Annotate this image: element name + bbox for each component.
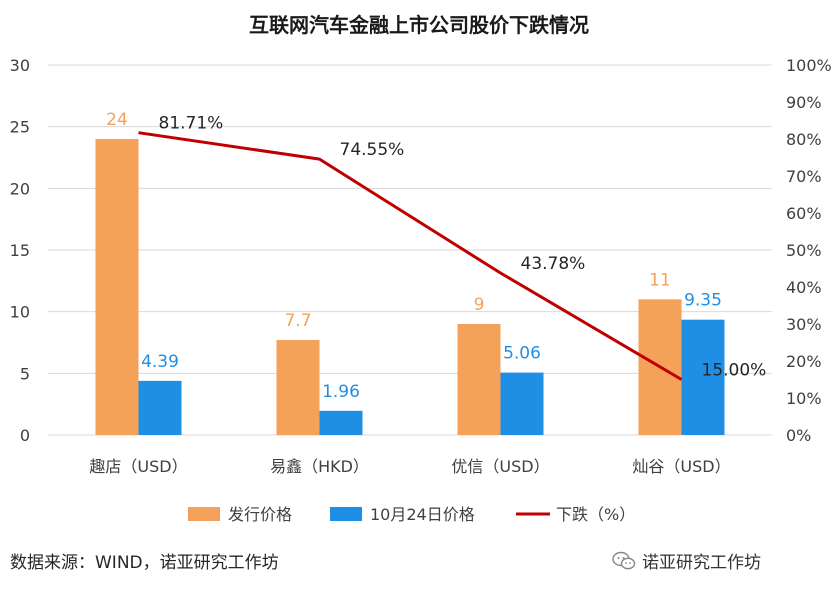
chart-title: 互联网汽车金融上市公司股价下跌情况 xyxy=(249,13,589,37)
right-tick-label: 10% xyxy=(786,389,822,408)
decline-line xyxy=(138,131,683,381)
left-tick-label: 5 xyxy=(20,364,30,383)
right-tick-label: 50% xyxy=(786,241,822,260)
issue-price-bar xyxy=(276,340,320,435)
issue-price-label: 9 xyxy=(474,295,485,315)
brand-name: 诺亚研究工作坊 xyxy=(642,553,761,573)
oct24-price-label: 9.35 xyxy=(684,291,722,311)
left-tick-label: 15 xyxy=(10,241,30,260)
oct24-price-bar xyxy=(681,319,725,435)
decline-label: 74.55% xyxy=(340,140,405,160)
wechat-icon xyxy=(612,551,636,569)
right-tick-label: 70% xyxy=(786,167,822,186)
issue-price-label: 11 xyxy=(649,270,671,290)
decline-label: 81.71% xyxy=(159,114,224,134)
legend-issue-price-swatch xyxy=(188,507,220,521)
left-tick-label: 0 xyxy=(20,426,30,445)
right-tick-label: 20% xyxy=(786,352,822,371)
issue-price-label: 7.7 xyxy=(284,311,311,331)
category-label: 优信（USD） xyxy=(451,457,549,476)
data-labels: 24 7.7 9 11 4.39 1.96 5.06 9.35 81.71% 74.55% 43.7… xyxy=(106,110,766,402)
right-tick-label: 80% xyxy=(786,130,822,149)
grid-lines xyxy=(48,64,772,436)
right-tick-label: 40% xyxy=(786,278,822,297)
legend-issue-price-label: 发行价格 xyxy=(228,505,292,524)
category-labels: 趣店（USD） 易鑫（HKD） 优信（USD） 灿谷（USD） xyxy=(89,457,730,476)
legend-oct24-price-swatch xyxy=(330,507,362,521)
left-tick-label: 20 xyxy=(10,179,30,198)
brand: 诺亚研究工作坊 xyxy=(612,548,761,573)
left-axis-ticks: 0 5 10 15 20 25 30 xyxy=(10,56,30,445)
right-tick-label: 30% xyxy=(786,315,822,334)
issue-price-bar xyxy=(95,139,139,435)
oct24-price-bar xyxy=(319,410,363,435)
right-tick-label: 60% xyxy=(786,204,822,223)
legend-decline-label: 下跌（%） xyxy=(556,505,635,524)
decline-label: 43.78% xyxy=(521,254,586,274)
bars xyxy=(95,139,725,435)
legend: 发行价格 10月24日价格 下跌（%） xyxy=(188,505,635,524)
left-tick-label: 30 xyxy=(10,56,30,75)
oct24-price-label: 5.06 xyxy=(503,344,541,364)
right-tick-label: 90% xyxy=(786,93,822,112)
left-tick-label: 25 xyxy=(10,118,30,137)
category-label: 灿谷（USD） xyxy=(632,457,730,476)
decline-label: 15.00% xyxy=(702,361,767,381)
legend-oct24-price-label: 10月24日价格 xyxy=(370,505,475,524)
chart-area: 互联网汽车金融上市公司股价下跌情况 0 5 10 15 20 25 30 0% 10% 20% 3… xyxy=(10,13,832,524)
left-tick-label: 10 xyxy=(10,303,30,322)
category-label: 趣店（USD） xyxy=(89,457,187,476)
issue-price-bar xyxy=(457,324,501,435)
right-axis-ticks: 0% 10% 20% 30% 40% 50% 60% 70% 80% 90% 100% xyxy=(786,56,832,445)
right-tick-label: 0% xyxy=(786,426,811,445)
category-label: 易鑫（HKD） xyxy=(270,457,369,476)
issue-price-label: 24 xyxy=(106,110,128,130)
right-tick-label: 100% xyxy=(786,56,832,75)
decline-line-layer xyxy=(138,131,683,381)
oct24-price-bar xyxy=(138,380,182,435)
source-note: 数据来源：WIND，诺亚研究工作坊 xyxy=(10,553,279,573)
oct24-price-label: 4.39 xyxy=(141,352,179,372)
oct24-price-label: 1.96 xyxy=(322,382,360,402)
oct24-price-bar xyxy=(500,372,544,435)
